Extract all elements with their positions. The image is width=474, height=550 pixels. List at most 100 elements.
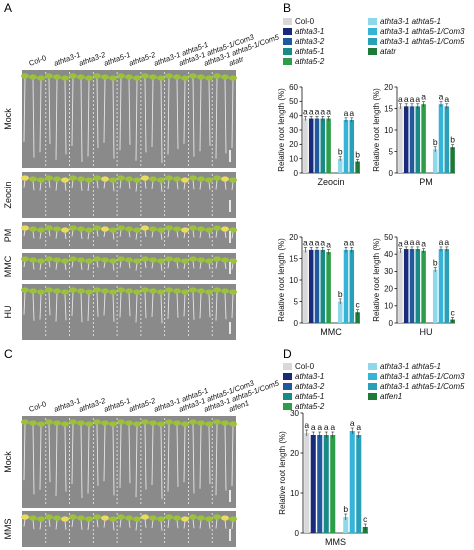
significance-letter: a xyxy=(410,237,415,247)
seedling-leaf xyxy=(157,75,165,81)
seedling-root xyxy=(128,261,131,269)
seedling-leaf xyxy=(77,257,85,263)
seedling-root xyxy=(55,292,58,322)
seedling-leaf xyxy=(221,257,229,263)
seedling-leaf xyxy=(125,226,133,232)
bar xyxy=(409,249,415,323)
bar xyxy=(343,119,349,173)
seedling-leaf xyxy=(61,258,69,264)
y-tick-label: 50 xyxy=(289,97,298,106)
seedling-leaf xyxy=(173,74,181,80)
seedling-leaf xyxy=(133,227,141,233)
seedling-leaf xyxy=(85,258,93,264)
seedling-root xyxy=(80,292,83,323)
seedling-leaf xyxy=(197,420,205,426)
significance-letter: a xyxy=(410,94,415,104)
seedling-root xyxy=(64,262,67,271)
bar xyxy=(415,106,421,173)
seedling-root xyxy=(215,291,218,321)
legend-label: Col-0 xyxy=(295,17,315,26)
significance-letter: a xyxy=(320,106,325,116)
legend-swatch xyxy=(283,38,292,45)
seedling-leaf xyxy=(37,258,45,264)
seedling-leaf xyxy=(29,176,37,182)
seedling-leaf xyxy=(45,225,53,231)
seedling-root xyxy=(48,77,51,144)
seedling-root xyxy=(87,262,90,271)
bar xyxy=(415,249,421,323)
seedling-leaf xyxy=(221,515,229,521)
seedling-leaf xyxy=(117,175,125,181)
seedling-root xyxy=(112,231,115,240)
seedling-leaf xyxy=(21,419,29,425)
seedling-leaf xyxy=(197,515,205,521)
seedling-root xyxy=(135,231,138,240)
seedling-root xyxy=(183,231,186,239)
seedling-leaf xyxy=(77,226,85,232)
photo-mmc xyxy=(21,253,237,280)
seedling-leaf xyxy=(117,225,125,231)
seedling-root xyxy=(231,262,234,270)
seedling-root xyxy=(80,261,83,270)
photo-grid-c xyxy=(21,416,237,547)
seedling-leaf xyxy=(29,257,37,263)
genotype-headers-c: Col-0 athta3-1athta3-2athta5-1athta5-2ath… xyxy=(28,378,281,414)
seedling-leaf xyxy=(21,287,29,293)
seedling-leaf xyxy=(189,287,197,293)
seedling-leaf xyxy=(85,75,93,81)
seedling-leaf xyxy=(221,74,229,80)
legend-label: athta3-1 athta5-1/Com5 xyxy=(380,37,465,46)
seedling-leaf xyxy=(29,74,37,80)
seedling-root xyxy=(160,520,163,531)
seedling-leaf xyxy=(165,256,173,262)
seedling-root xyxy=(119,423,122,488)
seedling-leaf xyxy=(29,288,37,294)
row-label-hu: HU xyxy=(3,306,13,319)
seedling-root xyxy=(112,293,115,322)
seedling-leaf xyxy=(141,256,149,262)
y-axis-label: Relative root length (%) xyxy=(277,88,286,172)
photo-mock xyxy=(21,70,237,168)
seedling-leaf xyxy=(229,516,237,522)
bar xyxy=(349,431,355,533)
legend-swatch xyxy=(283,58,292,65)
seedling-leaf xyxy=(37,516,45,522)
y-tick-label: 40 xyxy=(384,250,393,259)
seedling-leaf xyxy=(101,257,109,263)
seedling-root xyxy=(224,230,227,239)
legend-label: athta5-1 xyxy=(295,47,324,56)
seedling-root xyxy=(71,229,74,237)
seedling-leaf xyxy=(197,288,205,294)
seedling-leaf xyxy=(221,288,229,294)
bar xyxy=(438,249,444,323)
seedling-root xyxy=(176,261,179,269)
legend-swatch xyxy=(283,393,292,400)
seedling-root xyxy=(135,425,138,498)
seedling-root xyxy=(151,180,154,190)
seedling-root xyxy=(87,293,90,322)
seedling-leaf xyxy=(93,73,101,79)
legend-label: athta3-1 xyxy=(295,27,324,36)
photo-background xyxy=(22,222,236,249)
bar xyxy=(403,106,409,173)
seedling-root xyxy=(208,262,211,270)
seedling-root xyxy=(87,181,90,192)
row-label-mmc: MMC xyxy=(3,255,13,277)
bar xyxy=(409,106,415,173)
seedling-leaf xyxy=(133,421,141,427)
seedling-root xyxy=(64,79,67,155)
seedling-leaf xyxy=(205,421,213,427)
seedling-leaf xyxy=(109,516,117,522)
seedling-root xyxy=(55,78,58,160)
seedling-leaf xyxy=(125,515,133,521)
seedling-root xyxy=(23,291,26,315)
seedling-leaf xyxy=(45,73,53,79)
seedling-leaf xyxy=(149,257,157,263)
seedling-leaf xyxy=(197,226,205,232)
seedling-root xyxy=(215,260,218,269)
significance-letter: c xyxy=(450,307,455,317)
legend-label: athta5-2 xyxy=(295,57,325,66)
seedling-leaf xyxy=(93,175,101,181)
seedling-leaf xyxy=(149,176,157,182)
